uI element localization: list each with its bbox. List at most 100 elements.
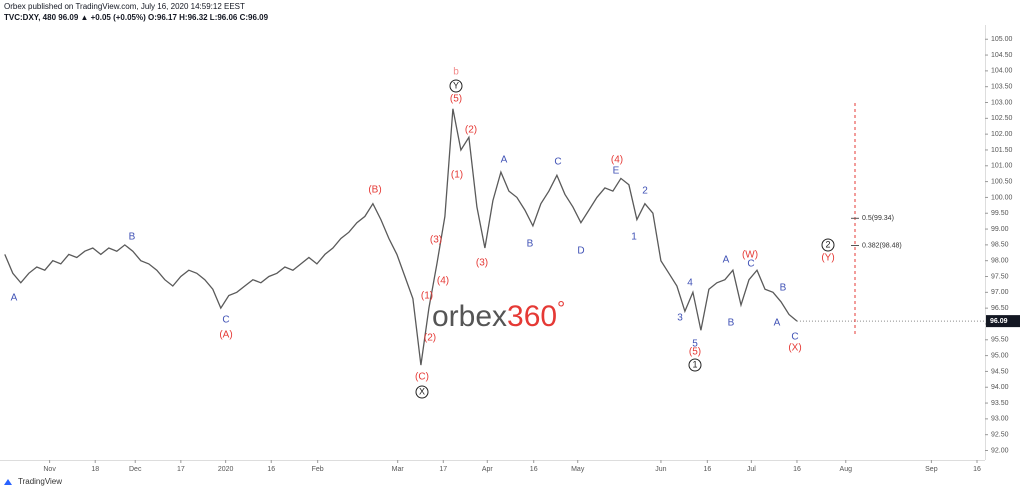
wave-label: B — [728, 318, 735, 329]
y-tick-label: 96.50 — [991, 305, 1009, 312]
y-tick-label: 102.50 — [991, 115, 1013, 122]
wave-label: D — [577, 246, 584, 257]
watermark: orbex360° — [432, 298, 565, 333]
last-price-tag — [986, 315, 1020, 328]
x-tick-label: Dec — [129, 466, 142, 473]
wave-label: (1) — [451, 170, 463, 181]
y-tick-label: 101.50 — [991, 147, 1013, 154]
wave-label: A — [11, 293, 18, 304]
y-tick-label: 95.50 — [991, 337, 1009, 344]
y-tick-label: 97.00 — [991, 289, 1009, 296]
fib-label: 0.382(98.48) — [862, 242, 902, 249]
last-price-label: 96.09 — [990, 318, 1008, 325]
y-tick-label: 98.00 — [991, 258, 1009, 265]
y-tick-label: 104.50 — [991, 52, 1013, 59]
wave-label: C — [554, 157, 561, 168]
wave-label: B — [129, 232, 136, 243]
wave-label: (5) — [689, 347, 701, 358]
wave-circle — [688, 358, 702, 372]
price-line — [4, 108, 798, 366]
wave-label: (W) — [742, 250, 758, 261]
wave-label: E — [613, 166, 620, 177]
x-tick-label: 16 — [793, 466, 801, 473]
x-tick-label: Feb — [312, 466, 324, 473]
y-tick-label: 93.50 — [991, 400, 1009, 407]
wave-label: A — [774, 318, 781, 329]
footer-brand: TradingView — [18, 477, 62, 486]
wave-label: B — [527, 239, 534, 250]
x-tick-label: 16 — [267, 466, 275, 473]
wave-label: (A) — [219, 330, 232, 341]
wave-label: (4) — [437, 276, 449, 287]
wave-label: (3) — [476, 258, 488, 269]
wave-label: (2) — [465, 125, 477, 136]
wave-label: C — [747, 259, 754, 270]
wave-label: A — [723, 255, 730, 266]
watermark-brand: orbex — [432, 300, 507, 333]
y-tick-label: 100.50 — [991, 178, 1013, 185]
wave-label: 3 — [677, 313, 683, 324]
y-tick-label: 98.50 — [991, 242, 1009, 249]
wave-label: B — [780, 283, 787, 294]
y-tick-label: 95.00 — [991, 352, 1009, 359]
wave-label: 2 — [825, 239, 830, 249]
wave-label: 1 — [692, 359, 697, 369]
wave-label: (Y) — [821, 253, 834, 264]
publisher: Orbex published on TradingView.com, July… — [4, 2, 245, 11]
x-tick-label: Sep — [925, 466, 938, 473]
wave-label: A — [501, 155, 508, 166]
wave-circle — [449, 79, 463, 93]
x-tick-label: 2020 — [218, 466, 234, 473]
y-tick-label: 94.00 — [991, 384, 1009, 391]
y-tick-label: 101.00 — [991, 163, 1013, 170]
y-tick-label: 92.50 — [991, 432, 1009, 439]
footer-logo — [4, 479, 12, 485]
x-tick-label: 16 — [703, 466, 711, 473]
y-tick-label: 92.00 — [991, 447, 1009, 454]
wave-label: (1) — [421, 291, 433, 302]
x-tick-label: Jul — [747, 466, 756, 473]
x-tick-label: 16 — [530, 466, 538, 473]
y-tick-label: 100.00 — [991, 194, 1013, 201]
wave-label: (5) — [450, 94, 462, 105]
wave-label: 5 — [692, 339, 698, 350]
x-tick-label: 18 — [91, 466, 99, 473]
x-tick-label: 16 — [973, 466, 981, 473]
y-tick-label: 103.50 — [991, 84, 1013, 91]
fib-label: 0.5(99.34) — [862, 215, 894, 222]
wave-circle — [821, 238, 835, 252]
wave-label: b — [453, 67, 459, 78]
wave-label: 4 — [687, 278, 693, 289]
y-tick-label: 104.00 — [991, 68, 1013, 75]
x-tick-label: 17 — [439, 466, 447, 473]
y-tick-label: 105.00 — [991, 36, 1013, 43]
x-tick-label: Nov — [43, 466, 56, 473]
x-tick-label: 17 — [177, 466, 185, 473]
wave-label: X — [419, 386, 425, 396]
symbol-line: TVC:DXY, 480 96.09 ▲ +0.05 (+0.05%) O:96… — [4, 13, 269, 22]
y-tick-label: 99.00 — [991, 226, 1009, 233]
y-tick-label: 99.50 — [991, 210, 1009, 217]
wave-label: C — [222, 315, 229, 326]
wave-label: (C) — [415, 372, 429, 383]
x-tick-label: Aug — [840, 466, 853, 473]
x-tick-label: Mar — [392, 466, 405, 473]
watermark-degree: ° — [557, 298, 565, 320]
y-tick-label: 94.50 — [991, 368, 1009, 375]
wave-label: C — [791, 332, 798, 343]
wave-label: (X) — [788, 343, 801, 354]
wave-label: (4) — [611, 155, 623, 166]
wave-label: Y — [453, 80, 459, 90]
wave-label: (3) — [430, 235, 442, 246]
x-tick-label: May — [571, 466, 585, 473]
y-tick-label: 103.00 — [991, 99, 1013, 106]
wave-circle — [415, 385, 429, 399]
wave-label: (B) — [368, 185, 381, 196]
watermark-number: 360 — [507, 300, 557, 333]
x-tick-label: Apr — [482, 466, 494, 473]
x-tick-label: Jun — [655, 466, 666, 473]
y-tick-label: 93.00 — [991, 416, 1009, 423]
wave-label: (2) — [424, 333, 436, 344]
y-tick-label: 102.00 — [991, 131, 1013, 138]
